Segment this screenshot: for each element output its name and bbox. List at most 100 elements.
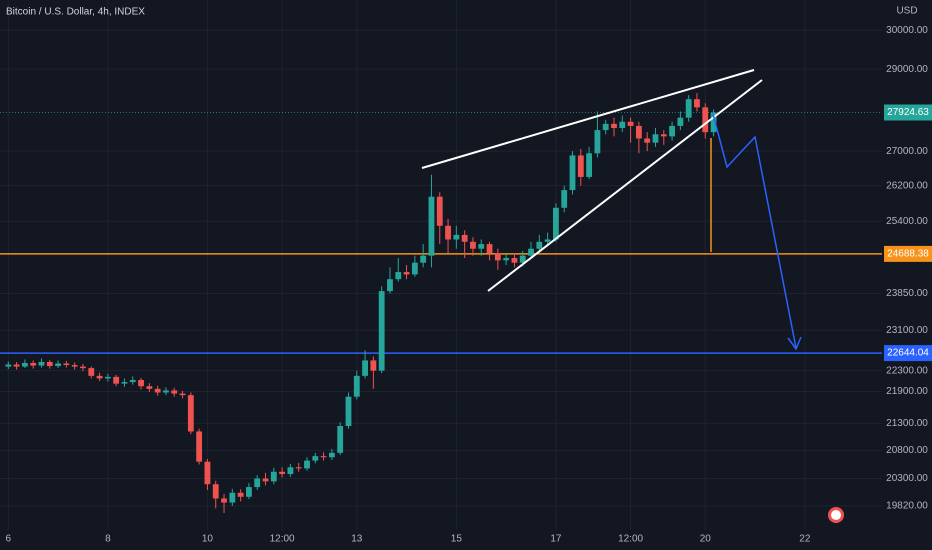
candle-body bbox=[113, 376, 120, 384]
candle-body bbox=[345, 396, 352, 427]
candle-body bbox=[511, 258, 518, 263]
y-tick-label: 23100.00 bbox=[886, 325, 928, 336]
candle-body bbox=[138, 379, 144, 387]
candle-body bbox=[395, 272, 402, 280]
y-tick-label: 20800.00 bbox=[886, 445, 928, 456]
arrow-head bbox=[787, 336, 802, 351]
price-level-box bbox=[884, 345, 932, 362]
x-tick-label: 20 bbox=[700, 534, 712, 545]
trendline-upper bbox=[421, 69, 755, 169]
candle-body bbox=[55, 363, 61, 367]
candle-body bbox=[669, 125, 675, 137]
candle-body bbox=[320, 456, 327, 458]
price-level-label: 22644.04 bbox=[887, 348, 929, 359]
currency: USD bbox=[896, 6, 917, 17]
candle-body bbox=[561, 190, 568, 208]
candle-body bbox=[46, 361, 53, 367]
candle-body bbox=[246, 487, 252, 497]
y-tick-label: 27000.00 bbox=[886, 146, 928, 157]
candle-body bbox=[262, 478, 269, 482]
x-tick-label: 22 bbox=[799, 534, 811, 545]
candle-body bbox=[221, 498, 227, 503]
candle-body bbox=[270, 471, 277, 482]
candle-body bbox=[503, 258, 510, 261]
candle-body bbox=[337, 426, 344, 453]
x-tick-label: 12:00 bbox=[270, 534, 295, 545]
candle-body bbox=[519, 255, 526, 263]
candles bbox=[5, 93, 717, 513]
grid bbox=[0, 0, 882, 530]
candle-body bbox=[611, 123, 617, 129]
candle-body bbox=[685, 99, 692, 118]
candle-body bbox=[453, 234, 460, 240]
candle-body bbox=[387, 279, 393, 292]
candle-body bbox=[602, 123, 609, 131]
projection-arrow bbox=[712, 113, 797, 349]
candle-body bbox=[694, 99, 700, 108]
candle-body bbox=[13, 364, 20, 367]
candle-body bbox=[104, 376, 111, 379]
x-tick-label: 6 bbox=[6, 534, 12, 545]
candle-body bbox=[295, 467, 302, 469]
x-tick-label: 13 bbox=[351, 534, 363, 545]
price-axis bbox=[882, 0, 932, 530]
candle-body bbox=[63, 363, 70, 366]
candle-body bbox=[486, 244, 493, 254]
candle-body bbox=[287, 467, 294, 475]
candle-body bbox=[569, 155, 576, 191]
y-tick-label: 21300.00 bbox=[886, 418, 928, 429]
candle-body bbox=[677, 117, 684, 126]
candle-body bbox=[38, 361, 45, 366]
x-tick-label: 8 bbox=[105, 534, 111, 545]
candle-body bbox=[528, 248, 534, 256]
candle-body bbox=[229, 492, 236, 503]
candle-body bbox=[187, 395, 194, 432]
logo-core bbox=[831, 510, 841, 520]
candle-body bbox=[146, 386, 153, 389]
candle-body bbox=[71, 365, 78, 367]
drawings bbox=[421, 69, 802, 351]
candle-body bbox=[536, 241, 543, 249]
candle-body bbox=[204, 461, 211, 485]
candle-body bbox=[644, 138, 651, 143]
candle-body bbox=[362, 360, 368, 376]
y-tick-label: 25400.00 bbox=[886, 216, 928, 227]
candle-body bbox=[660, 134, 667, 137]
x-tick-label: 10 bbox=[202, 534, 214, 545]
candle-body bbox=[212, 484, 219, 499]
candle-body bbox=[627, 121, 634, 126]
candle-body bbox=[470, 241, 476, 249]
candle-body bbox=[478, 244, 485, 249]
candle-body bbox=[154, 388, 161, 393]
last-price-label: 27924.63 bbox=[887, 107, 929, 118]
candle-body bbox=[304, 460, 310, 469]
candle-body bbox=[279, 471, 286, 475]
candle-body bbox=[710, 112, 717, 133]
candle-body bbox=[171, 390, 178, 394]
y-tick-label: 20300.00 bbox=[886, 473, 928, 484]
axis: 30000.00 29000.00 27000.00 26200.00 25400.00… bbox=[6, 25, 932, 545]
x-tick-label: 17 bbox=[550, 534, 562, 545]
candle-body bbox=[353, 375, 360, 397]
y-tick-label: 30000.00 bbox=[886, 25, 928, 36]
candle-body bbox=[179, 393, 186, 396]
candle-body bbox=[254, 478, 261, 488]
x-tick-label: 12:00 bbox=[618, 534, 643, 545]
candle-body bbox=[237, 492, 244, 497]
price-level-label: 24688.38 bbox=[887, 249, 929, 260]
candle-body bbox=[328, 452, 335, 458]
candle-body bbox=[30, 362, 37, 366]
candle-body bbox=[553, 207, 559, 240]
candle-body bbox=[121, 382, 128, 384]
candle-body bbox=[196, 431, 203, 462]
y-tick-label: 26200.00 bbox=[886, 180, 928, 191]
y-tick-label: 23850.00 bbox=[886, 288, 928, 299]
candle-body bbox=[370, 360, 377, 371]
candle-body bbox=[428, 196, 435, 256]
candle-body bbox=[88, 368, 95, 376]
candle-body bbox=[702, 107, 709, 133]
last-price-box bbox=[884, 104, 932, 121]
logo bbox=[828, 507, 844, 523]
candle-body bbox=[378, 291, 385, 371]
